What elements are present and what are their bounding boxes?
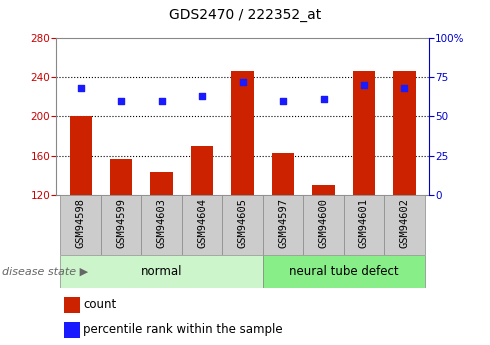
Bar bbox=[313, 185, 335, 195]
Bar bbox=[222, 195, 263, 255]
Bar bbox=[60, 195, 101, 255]
Bar bbox=[263, 255, 425, 288]
Point bbox=[198, 93, 206, 99]
Bar bbox=[141, 195, 182, 255]
Bar bbox=[263, 195, 303, 255]
Bar bbox=[384, 195, 425, 255]
Bar bbox=[70, 116, 92, 195]
Point bbox=[117, 98, 125, 104]
Point bbox=[77, 86, 85, 91]
Point bbox=[239, 79, 246, 85]
Text: GSM94602: GSM94602 bbox=[399, 198, 410, 248]
Bar bbox=[393, 71, 416, 195]
Bar bbox=[60, 255, 263, 288]
Point bbox=[360, 82, 368, 88]
Bar bbox=[110, 159, 132, 195]
Bar bbox=[303, 195, 344, 255]
Text: GDS2470 / 222352_at: GDS2470 / 222352_at bbox=[169, 8, 321, 22]
Text: normal: normal bbox=[141, 265, 182, 278]
Bar bbox=[182, 195, 222, 255]
Bar bbox=[344, 195, 384, 255]
Text: GSM94603: GSM94603 bbox=[157, 198, 167, 248]
Text: GSM94604: GSM94604 bbox=[197, 198, 207, 248]
Bar bbox=[191, 146, 213, 195]
Text: count: count bbox=[83, 298, 117, 311]
Point bbox=[400, 86, 408, 91]
Text: GSM94597: GSM94597 bbox=[278, 198, 288, 248]
Bar bbox=[64, 297, 80, 313]
Text: GSM94598: GSM94598 bbox=[75, 198, 86, 248]
Point bbox=[319, 96, 327, 102]
Bar bbox=[353, 71, 375, 195]
Bar bbox=[150, 172, 173, 195]
Point bbox=[158, 98, 166, 104]
Bar bbox=[231, 71, 254, 195]
Bar bbox=[272, 153, 294, 195]
Bar bbox=[101, 195, 141, 255]
Text: percentile rank within the sample: percentile rank within the sample bbox=[83, 323, 283, 336]
Text: GSM94601: GSM94601 bbox=[359, 198, 369, 248]
Text: GSM94599: GSM94599 bbox=[116, 198, 126, 248]
Text: disease state ▶: disease state ▶ bbox=[2, 267, 89, 277]
Text: GSM94605: GSM94605 bbox=[238, 198, 247, 248]
Point bbox=[279, 98, 287, 104]
Text: GSM94600: GSM94600 bbox=[318, 198, 328, 248]
Text: neural tube defect: neural tube defect bbox=[289, 265, 398, 278]
Bar bbox=[64, 322, 80, 337]
